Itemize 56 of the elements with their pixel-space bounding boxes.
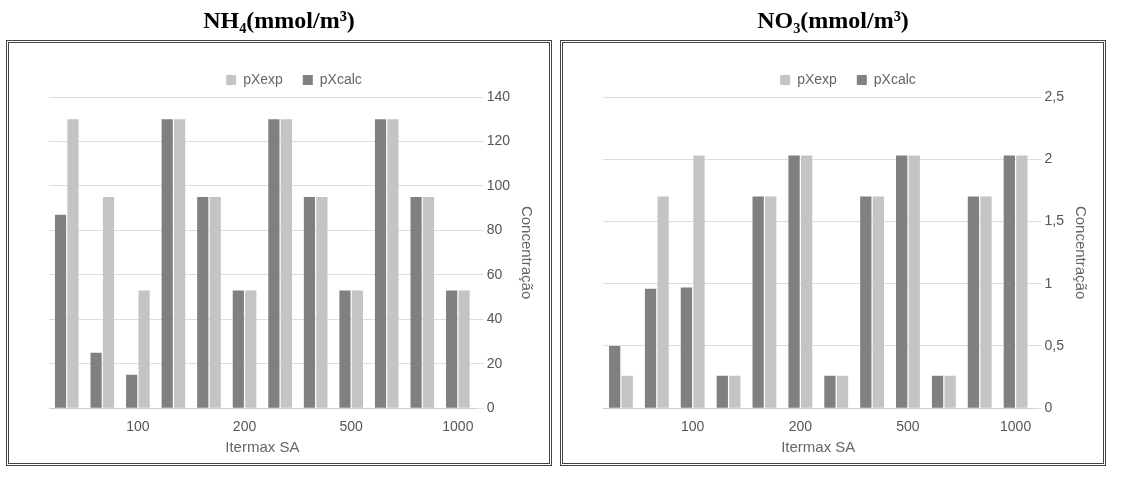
y-tick-label: 0 [486, 399, 495, 416]
y-axis-title: Concentração [1072, 205, 1090, 300]
x-tick-label: 100 [126, 418, 150, 435]
bar [197, 197, 209, 408]
bar [410, 197, 422, 408]
y-tick-label: 1 [1044, 274, 1053, 291]
bar [644, 288, 657, 408]
y-axis-title: Concentração [518, 205, 536, 300]
bar [374, 119, 387, 408]
bar [90, 352, 102, 408]
x-tick-label: 200 [232, 418, 257, 435]
y-tick-label: 40 [486, 310, 503, 327]
y-tick-label: 2 [1044, 150, 1053, 167]
y-tick-label: 0,5 [1044, 336, 1065, 353]
x-tick-label: 200 [788, 418, 813, 435]
bar [339, 290, 351, 408]
chart-title: NO₃(mmol/m³) [756, 6, 910, 35]
bar [609, 345, 621, 408]
legend-label: pXcalc [319, 70, 362, 87]
y-tick-label: 1,5 [1044, 212, 1065, 229]
y-tick-label: 0 [1044, 399, 1053, 416]
legend-label: pXexp [243, 70, 284, 87]
chart-title: NH₄(mmol/m³) [202, 6, 356, 35]
x-tick-label: 1000 [1000, 418, 1032, 435]
y-tick-label: 120 [486, 132, 511, 149]
bar [126, 374, 138, 408]
bar [232, 290, 244, 408]
legend-label: pXexp [797, 70, 838, 87]
bar [931, 375, 944, 408]
bar [788, 155, 800, 408]
y-tick-label: 140 [486, 87, 511, 104]
x-tick-label: 100 [681, 418, 705, 435]
legend-label: pXcalc [873, 70, 916, 87]
y-tick-label: 100 [486, 176, 511, 193]
x-axis-title: Itermax SA [225, 438, 300, 456]
y-tick-label: 20 [486, 354, 503, 371]
bar [303, 197, 316, 408]
bar [1003, 155, 1015, 408]
bar [446, 290, 458, 408]
bar [824, 375, 836, 408]
x-axis-title: Itermax SA [781, 438, 856, 456]
bar [752, 196, 764, 408]
y-tick-label: 60 [486, 265, 503, 282]
bar [680, 287, 693, 408]
y-tick-label: 2,5 [1044, 87, 1065, 104]
bar [716, 375, 728, 408]
bar [896, 155, 908, 408]
bar [860, 196, 872, 408]
bar [54, 214, 67, 408]
bar [268, 119, 280, 408]
bar [967, 196, 980, 408]
bar [161, 119, 173, 408]
y-tick-label: 80 [486, 221, 503, 238]
x-tick-label: 1000 [442, 418, 474, 435]
x-tick-label: 500 [896, 418, 920, 435]
x-tick-label: 500 [339, 418, 364, 435]
